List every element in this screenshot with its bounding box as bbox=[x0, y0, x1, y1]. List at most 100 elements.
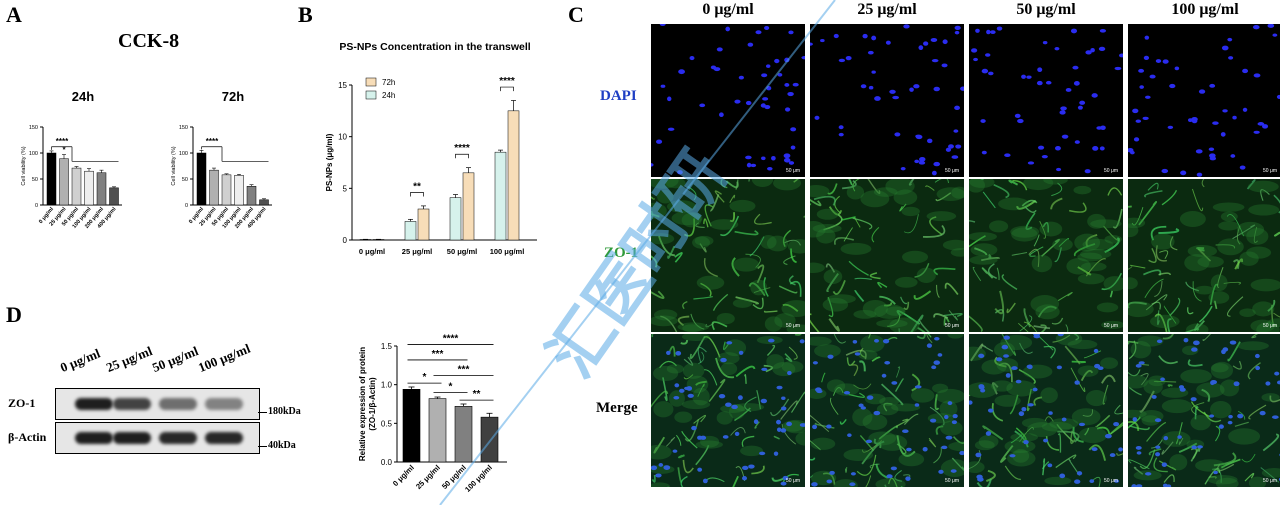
bar bbox=[71, 167, 82, 206]
micrograph-image bbox=[810, 179, 964, 332]
sig-label: **** bbox=[443, 333, 459, 344]
x-tick-label: 100 μg/ml bbox=[463, 463, 494, 494]
micrograph-image bbox=[971, 26, 1123, 174]
column-header: 50 μg/ml bbox=[1016, 1, 1076, 18]
molecular-weight-label: 180kDa bbox=[268, 406, 301, 417]
y-tick-label: 1.0 bbox=[381, 381, 393, 390]
molecular-weight-label: 40kDa bbox=[268, 440, 296, 451]
sig-bracket bbox=[455, 153, 469, 159]
x-tick-label: 0 μg/ml bbox=[391, 463, 416, 488]
bar bbox=[96, 172, 107, 206]
micrograph-dapi: 50 μm bbox=[969, 24, 1123, 177]
bar bbox=[84, 170, 94, 206]
column-header: 25 μg/ml bbox=[857, 1, 917, 18]
blot-band bbox=[113, 398, 151, 410]
bar bbox=[454, 406, 473, 463]
sig-label: ** bbox=[473, 389, 481, 400]
scale-bar-label: 50 μm bbox=[1263, 168, 1277, 174]
x-tick-label: 100 μg/ml bbox=[490, 247, 525, 256]
blot-band bbox=[159, 398, 197, 410]
y-tick-label: 0.5 bbox=[381, 419, 393, 428]
y-tick-label: 0 bbox=[185, 203, 188, 209]
blot-row-label: β-Actin bbox=[8, 430, 47, 444]
blot-lane-label: 100 μg/ml bbox=[196, 340, 253, 376]
column-header: 0 μg/ml bbox=[702, 1, 754, 18]
sig-label: **** bbox=[454, 143, 470, 154]
micrograph-merge: 50 μm bbox=[651, 334, 805, 487]
blot-lane-label: 0 μg/ml bbox=[58, 345, 103, 376]
y-tick-label: 150 bbox=[29, 125, 38, 131]
y-tick-label: 1.5 bbox=[381, 342, 393, 351]
sig-label: * bbox=[449, 381, 453, 392]
panel-a-title: CCK-8 bbox=[118, 30, 180, 52]
micrograph-image bbox=[810, 24, 964, 176]
blot-band bbox=[113, 432, 151, 444]
micrograph-dapi: 50 μm bbox=[1128, 24, 1280, 177]
bar bbox=[428, 398, 447, 463]
bar bbox=[449, 197, 462, 241]
legend-label: 24h bbox=[382, 91, 395, 100]
scale-bar-label: 50 μm bbox=[1104, 478, 1118, 484]
sig-label: ** bbox=[413, 181, 421, 192]
bar bbox=[507, 110, 520, 241]
scale-bar-label: 50 μm bbox=[945, 323, 959, 329]
y-tick-label: 15 bbox=[338, 81, 347, 90]
y-tick-label: 100 bbox=[29, 151, 38, 157]
micrograph-image bbox=[1128, 179, 1280, 332]
y-axis-label: (ZO-1/β-Actin) bbox=[368, 377, 377, 431]
bar bbox=[59, 158, 69, 206]
micrograph-image bbox=[969, 179, 1123, 332]
chart-title: 72h bbox=[222, 89, 244, 104]
blot-band bbox=[75, 432, 113, 444]
micrograph-zo-1: 50 μm bbox=[1128, 179, 1280, 332]
y-axis-label: PS-NPs (μg/ml) bbox=[325, 133, 334, 191]
sig-label: *** bbox=[458, 364, 470, 375]
y-axis-label: Relative expression of protein bbox=[358, 347, 367, 461]
blot-membrane bbox=[55, 388, 260, 420]
scale-bar-label: 50 μm bbox=[786, 323, 800, 329]
micrograph-merge: 50 μm bbox=[810, 334, 964, 487]
bar bbox=[494, 151, 507, 241]
scale-bar-label: 50 μm bbox=[1263, 478, 1277, 484]
bar bbox=[402, 389, 421, 463]
sig-label: **** bbox=[206, 137, 219, 146]
micrograph-zo-1: 50 μm bbox=[810, 179, 964, 332]
bar bbox=[209, 169, 219, 206]
bar bbox=[259, 199, 269, 206]
scale-bar-label: 50 μm bbox=[1104, 168, 1118, 174]
sig-label: *** bbox=[432, 349, 444, 360]
panel-b-letter: B bbox=[298, 2, 313, 27]
panel-d-letter: D bbox=[6, 302, 22, 327]
y-tick-label: 150 bbox=[179, 125, 188, 131]
micrograph-image bbox=[969, 334, 1123, 487]
x-tick-label: 25 μg/ml bbox=[402, 247, 432, 256]
micrograph-zo-1: 50 μm bbox=[969, 179, 1123, 332]
sig-label: **** bbox=[499, 76, 515, 87]
micrograph-image bbox=[1128, 24, 1280, 177]
y-axis-label: Cell viability (%) bbox=[21, 146, 27, 185]
sig-label: * bbox=[62, 146, 66, 155]
cck8-72h-chart: 72h 0 50 100 150 Cell viability (%) 0 μg/ml 25 … bbox=[158, 85, 308, 265]
panel-c-letter: C bbox=[568, 2, 584, 27]
cck8-24h-chart: 24h 0 50 100 150 Cell viability (%) 0 μg/ml 25 … bbox=[8, 85, 158, 265]
scale-bar-label: 50 μm bbox=[786, 168, 800, 174]
blot-band bbox=[205, 432, 243, 444]
row-label: Merge bbox=[596, 400, 638, 416]
blot-band bbox=[75, 398, 113, 410]
y-tick-label: 50 bbox=[182, 177, 188, 183]
micrograph-dapi: 50 μm bbox=[810, 24, 964, 177]
panel-b-chart: PS-NPs Concentration in the transwell 0 5 1… bbox=[320, 40, 550, 275]
sig-label: **** bbox=[56, 137, 69, 146]
x-tick-label: 0 μg/ml bbox=[359, 247, 385, 256]
blot-lane-label: 25 μg/ml bbox=[104, 343, 155, 376]
blot-band bbox=[205, 398, 243, 410]
x-tick-label: 50 μg/ml bbox=[447, 247, 477, 256]
bar bbox=[417, 208, 430, 241]
bar bbox=[196, 152, 207, 206]
micrograph-merge: 50 μm bbox=[1128, 334, 1280, 487]
y-tick-label: 10 bbox=[338, 133, 347, 142]
scale-bar-label: 50 μm bbox=[786, 478, 800, 484]
micrograph-image bbox=[810, 334, 964, 487]
relative-expression-svg: 0.0 0.5 1.0 1.5 Relative expression of prote… bbox=[358, 333, 507, 494]
